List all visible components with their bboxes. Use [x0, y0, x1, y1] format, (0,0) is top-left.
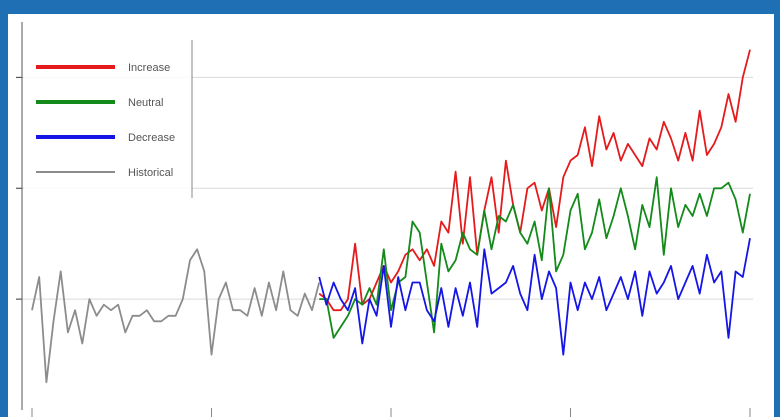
legend-label-neutral: Neutral: [128, 97, 163, 109]
series-line-historical: [31, 248, 321, 384]
series-line-increase: [318, 49, 751, 312]
chart-canvas: Increase Neutral Decrease Historical: [8, 14, 774, 417]
legend-label-historical: Historical: [128, 167, 173, 179]
legend-label-decrease: Decrease: [128, 132, 175, 144]
series-line-decrease: [318, 238, 751, 356]
line-chart: Increase Neutral Decrease Historical: [16, 22, 753, 417]
legend-label-increase: Increase: [128, 62, 170, 74]
series-line-neutral: [319, 176, 751, 339]
